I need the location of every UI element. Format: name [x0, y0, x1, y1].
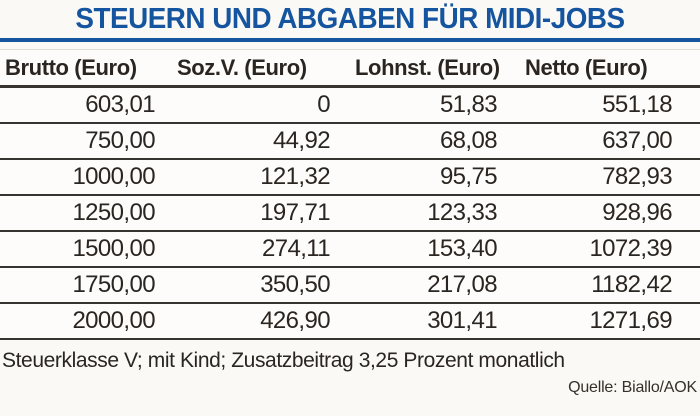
table-cell: 782,93 — [602, 163, 672, 190]
table-cell: 426,90 — [260, 307, 330, 334]
table-cell: 51,83 — [439, 91, 498, 118]
column-header-brutto: Brutto (Euro) — [5, 54, 137, 80]
data-table: Brutto (Euro) Soz.V. (Euro) Lohnst. (Eur… — [0, 49, 700, 340]
table-row: 750,00 44,92 68,08 637,00 — [0, 124, 700, 160]
table-cell: 153,40 — [427, 235, 497, 262]
table-cell: 1500,00 — [72, 235, 155, 262]
table-cell: 1000,00 — [72, 163, 155, 190]
table-cell: 1271,69 — [589, 307, 672, 334]
table-row: 1750,00 350,50 217,08 1182,42 — [0, 268, 700, 304]
table-cell: 0 — [317, 91, 330, 118]
table-cell: 1182,42 — [591, 271, 672, 298]
table-cell: 1750,00 — [72, 271, 155, 298]
table-cell: 1072,39 — [589, 235, 672, 262]
table-cell: 123,33 — [427, 199, 497, 226]
table-cell: 68,08 — [439, 127, 498, 154]
table-cell: 928,96 — [602, 199, 672, 226]
table-cell: 637,00 — [602, 127, 672, 154]
table-cell: 350,50 — [260, 271, 330, 298]
table-cell: 274,11 — [261, 235, 331, 262]
column-header-sozv: Soz.V. (Euro) — [177, 54, 307, 80]
table-cell: 44,92 — [272, 127, 331, 154]
table-cell: 1250,00 — [72, 199, 155, 226]
table-row: 2000,00 426,90 301,41 1271,69 — [0, 304, 700, 340]
table-row: 1500,00 274,11 153,40 1072,39 — [0, 232, 700, 268]
table-cell: 217,08 — [427, 271, 497, 298]
table-cell: 750,00 — [85, 127, 155, 154]
table-cell: 301,41 — [427, 307, 497, 334]
page-title: STEUERN UND ABGABEN FÜR MIDI-JOBS — [75, 3, 625, 35]
table-row: 1000,00 121,32 95,75 782,93 — [0, 160, 700, 196]
table-cell: 197,71 — [260, 199, 330, 226]
table-cell: 2000,00 — [72, 307, 155, 334]
title-divider — [0, 38, 700, 42]
table-row: 1250,00 197,71 123,33 928,96 — [0, 196, 700, 232]
table-body: 603,01 0 51,83 551,18 750,00 44,92 68,08 637,00… — [0, 88, 700, 340]
column-header-lohnst: Lohnst. (Euro) — [355, 54, 500, 80]
table-cell: 551,18 — [602, 91, 672, 118]
table-header-row: Brutto (Euro) Soz.V. (Euro) Lohnst. (Eur… — [0, 49, 700, 88]
table-cell: 121,32 — [260, 163, 330, 190]
source-credit: Quelle: Biallo/AOK — [568, 379, 697, 396]
column-header-netto: Netto (Euro) — [525, 54, 648, 80]
table-cell: 603,01 — [85, 91, 155, 118]
table-cell: 95,75 — [439, 163, 498, 190]
table-row: 603,01 0 51,83 551,18 — [0, 88, 700, 124]
footnote: Steuerklasse V; mit Kind; Zusatzbeitrag … — [2, 349, 565, 372]
